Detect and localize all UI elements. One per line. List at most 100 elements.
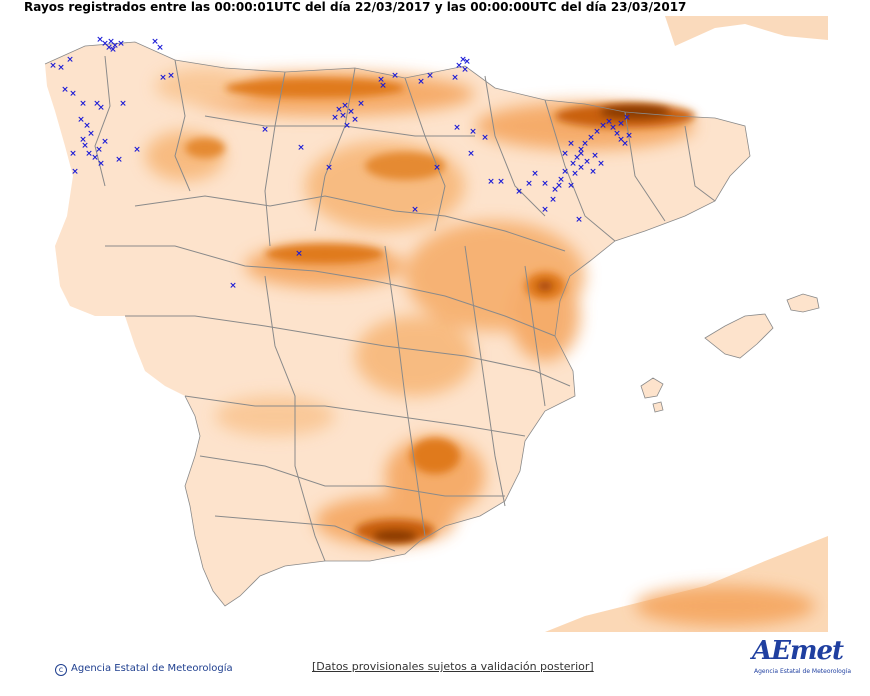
logo-subtitle: Agencia Estatal de Meteorología	[754, 668, 851, 675]
lightning-marker: ×	[451, 73, 459, 83]
lightning-marker: ×	[577, 163, 585, 173]
copyright-text: Agencia Estatal de Meteorología	[71, 663, 233, 674]
lightning-marker: ×	[591, 151, 599, 161]
lightning-marker: ×	[575, 215, 583, 225]
lightning-marker: ×	[515, 187, 523, 197]
lightning-marker: ×	[159, 73, 167, 83]
lightning-marker: ×	[609, 123, 617, 133]
lightning-marker: ×	[91, 153, 99, 163]
lightning-marker: ×	[605, 117, 613, 127]
lightning-marker: ×	[57, 63, 65, 73]
lightning-marker: ×	[621, 139, 629, 149]
lightning-marker: ×	[581, 139, 589, 149]
lightning-marker: ×	[111, 41, 119, 51]
lightning-marker: ×	[426, 71, 434, 81]
lightning-marker: ×	[151, 37, 159, 47]
formentera	[652, 401, 664, 413]
lightning-marker: ×	[69, 149, 77, 159]
lightning-marker: ×	[623, 113, 631, 123]
lightning-marker: ×	[461, 65, 469, 75]
lightning-marker: ×	[61, 85, 69, 95]
lightning-marker: ×	[347, 107, 355, 117]
province-borders	[94, 55, 716, 562]
lightning-marker: ×	[105, 43, 113, 53]
islas-norte-africa	[665, 16, 828, 46]
lightning-marker: ×	[109, 45, 117, 55]
lightning-marker: ×	[95, 145, 103, 155]
lightning-marker: ×	[69, 89, 77, 99]
lightning-marker: ×	[549, 195, 557, 205]
lightning-marker: ×	[93, 99, 101, 109]
lightning-marker: ×	[597, 159, 605, 169]
lightning-marker: ×	[133, 145, 141, 155]
lightning-marker: ×	[83, 121, 91, 131]
lightning-marker: ×	[377, 75, 385, 85]
lightning-marker: ×	[119, 99, 127, 109]
lightning-marker: ×	[469, 127, 477, 137]
disclaimer: [Datos provisionales sujetos a validació…	[312, 660, 594, 673]
map-title: Rayos registrados entre las 00:00:01UTC …	[24, 0, 687, 14]
lightning-marker: ×	[107, 37, 115, 47]
lightning-marker: ×	[525, 179, 533, 189]
lightning-marker: ×	[467, 149, 475, 159]
lightning-marker: ×	[87, 129, 95, 139]
lightning-marker: ×	[459, 55, 467, 65]
disclaimer-text: [Datos provisionales sujetos a validació…	[312, 660, 594, 673]
ibiza	[640, 377, 664, 399]
menorca	[786, 293, 820, 313]
lightning-marker: ×	[156, 43, 164, 53]
lightning-marker: ×	[583, 157, 591, 167]
relief-peak	[373, 105, 670, 542]
lightning-marker: ×	[79, 135, 87, 145]
lightning-marker: ×	[101, 137, 109, 147]
lightning-marker: ×	[567, 139, 575, 149]
lightning-marker: ×	[85, 149, 93, 159]
lightning-marker: ×	[577, 145, 585, 155]
lightning-marker: ×	[555, 181, 563, 191]
lightning-marker: ×	[599, 121, 607, 131]
lightning-marker: ×	[561, 167, 569, 177]
lightning-marker: ×	[497, 177, 505, 187]
lightning-marker: ×	[455, 61, 463, 71]
lightning-marker: ×	[573, 153, 581, 163]
lightning-marker: ×	[79, 99, 87, 109]
lightning-strikes: ×××××× × ××× ××× ×× ×××××××××××××× ×××× ×××××××…	[49, 35, 633, 291]
mallorca	[704, 313, 774, 359]
lightning-marker: ×	[561, 149, 569, 159]
lightning-marker: ×	[589, 167, 597, 177]
lightning-marker: ×	[391, 71, 399, 81]
copyright-notice: c Agencia Estatal de Meteorología	[55, 663, 233, 676]
lightning-marker: ×	[66, 55, 74, 65]
lightning-marker: ×	[335, 105, 343, 115]
lightning-marker: ×	[96, 35, 104, 45]
lightning-marker: ×	[261, 125, 269, 135]
lightning-marker: ×	[343, 121, 351, 131]
lightning-marker: ×	[481, 133, 489, 143]
lightning-marker: ×	[625, 131, 633, 141]
lightning-marker: ×	[617, 135, 625, 145]
lightning-marker: ×	[351, 115, 359, 125]
lightning-marker: ×	[617, 119, 625, 129]
lightning-marker: ×	[379, 81, 387, 91]
lightning-marker: ×	[297, 143, 305, 153]
lightning-marker: ×	[97, 103, 105, 113]
lightning-marker: ×	[341, 101, 349, 111]
lightning-marker: ×	[339, 111, 347, 121]
lightning-marker: ×	[417, 77, 425, 87]
coastline	[44, 41, 751, 607]
lightning-marker: ×	[453, 123, 461, 133]
lightning-marker: ×	[325, 163, 333, 173]
lightning-marker: ×	[101, 39, 109, 49]
relief-high	[185, 78, 695, 543]
lightning-marker: ×	[569, 159, 577, 169]
lightning-marker: ×	[357, 99, 365, 109]
copyright-icon: c	[55, 664, 67, 676]
lightning-marker: ×	[77, 115, 85, 125]
lightning-marker: ×	[613, 129, 621, 139]
lightning-marker: ×	[433, 163, 441, 173]
lightning-marker: ×	[551, 185, 559, 195]
aemet-logo: AEmet Agencia Estatal de Meteorología	[752, 636, 851, 680]
lightning-marker: ×	[577, 149, 585, 159]
lightning-marker: ×	[81, 141, 89, 151]
lightning-marker: ×	[117, 39, 125, 49]
